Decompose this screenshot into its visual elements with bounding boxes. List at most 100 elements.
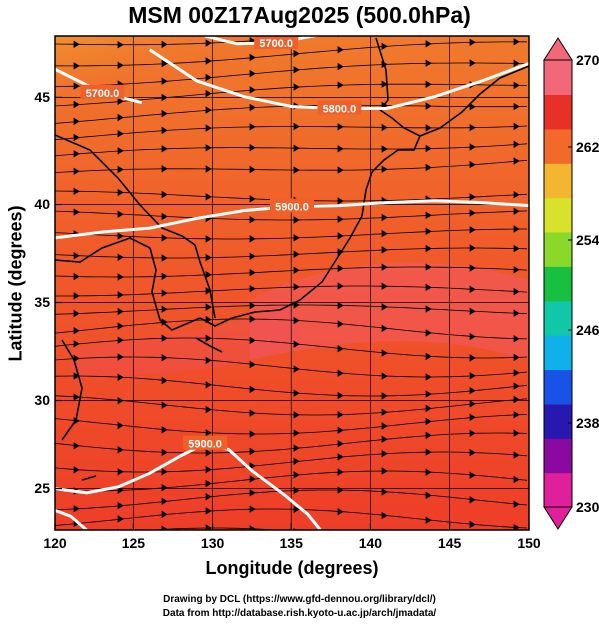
streamline-arrow [469, 285, 476, 294]
streamline-arrow [117, 188, 124, 197]
streamline-arrow [337, 468, 344, 476]
streamline-arrow [293, 166, 300, 174]
streamline-arrow [161, 289, 168, 297]
streamline-arrow [337, 45, 344, 54]
streamline-arrow [381, 229, 388, 238]
streamline-arrow [161, 376, 168, 385]
streamline-arrow [249, 143, 256, 152]
streamline-arrow [513, 309, 520, 318]
streamline-arrow [249, 385, 256, 394]
streamline-arrow [514, 19, 519, 25]
streamline-arrow [161, 254, 168, 262]
streamline-arrow [337, 145, 344, 153]
streamline-arrow [381, 349, 388, 357]
grid-lines [55, 36, 529, 530]
streamline-arrow [469, 400, 476, 408]
streamline-arrow [249, 86, 256, 94]
streamline-arrow [470, 20, 475, 26]
streamline-arrow [513, 81, 520, 90]
streamline-arrow [513, 190, 520, 199]
streamline-arrow [293, 250, 300, 258]
colorbar-band [544, 369, 572, 405]
streamline-arrow [337, 123, 344, 131]
streamline-arrow [249, 284, 256, 293]
streamline-arrow [425, 352, 432, 361]
streamline-arrow [249, 165, 256, 174]
contour-label-background [80, 84, 125, 99]
streamline-arrow [74, 534, 79, 540]
streamline-arrow [293, 429, 300, 437]
streamline-arrow [205, 39, 212, 47]
colorbar-band [544, 128, 572, 164]
streamline-arrow [73, 340, 80, 348]
streamline-arrow [249, 268, 256, 277]
colorbar-band [544, 231, 572, 267]
streamline-arrow [293, 486, 300, 495]
colorbar-label: 230 [576, 499, 599, 515]
streamline-arrow [425, 491, 432, 500]
streamline-arrow [73, 504, 80, 513]
streamline-arrow [293, 411, 300, 419]
colorbar-band [544, 300, 572, 336]
streamline-arrow [425, 390, 432, 398]
streamline-arrow [425, 329, 432, 337]
colorbar-label: 246 [576, 322, 599, 338]
streamline-arrow [205, 144, 212, 152]
streamline-arrow [117, 61, 124, 70]
streamline-arrow [117, 501, 124, 510]
streamline-arrow [293, 389, 300, 397]
streamline-arrow [161, 234, 168, 242]
streamline-arrow [249, 123, 256, 131]
streamline-arrow [337, 301, 344, 310]
streamline-arrow [381, 303, 388, 311]
streamline-arrow [425, 431, 432, 440]
streamline-arrow [425, 263, 432, 271]
streamline-arrow [205, 124, 212, 132]
streamline-arrow [73, 372, 80, 380]
streamline-arrow [513, 265, 520, 274]
streamline-arrow [381, 123, 388, 132]
streamline-arrow [513, 244, 520, 253]
streamline-arrow [469, 429, 476, 438]
streamline-arrow [425, 80, 432, 89]
streamline-arrow [249, 360, 256, 369]
streamline-arrow [161, 510, 168, 519]
streamline-arrow [381, 282, 388, 290]
streamline-arrow [161, 334, 168, 342]
streamline-arrow [513, 225, 520, 233]
streamline-arrow [249, 103, 256, 112]
streamline-arrow [425, 211, 432, 220]
streamline-arrow [469, 264, 476, 272]
streamline-arrow [205, 356, 212, 365]
streamline-arrow [205, 479, 212, 488]
streamline-arrow [117, 353, 124, 361]
streamline-arrow [205, 492, 212, 501]
streamline-arrow [337, 426, 344, 434]
streamline-arrow [469, 244, 476, 252]
streamline-arrow [425, 283, 432, 292]
streamline-arrow [469, 160, 476, 169]
y-tick-label: 45 [34, 89, 50, 105]
streamline-arrow [337, 344, 344, 353]
streamline-arrow [425, 468, 432, 476]
streamline-arrow [293, 83, 300, 91]
streamline-arrow [117, 253, 124, 262]
streamline-arrow [425, 305, 432, 313]
streamline-arrow [161, 77, 168, 85]
streamline-arrow [293, 266, 300, 275]
streamline-arrow [205, 253, 212, 262]
streamline-arrow [425, 163, 432, 172]
streamline-arrow [73, 208, 80, 216]
streamline-arrow [161, 40, 168, 49]
streamline-arrow [205, 57, 212, 65]
streamline-arrow [117, 40, 124, 49]
streamline-arrow [337, 320, 344, 328]
streamline-arrow [469, 448, 476, 457]
streamline-arrow [426, 23, 431, 29]
contour-label: 5700.0 [259, 38, 293, 50]
streamline-arrow [337, 264, 344, 273]
streamline-arrow [73, 133, 80, 142]
streamline-arrow [249, 195, 256, 203]
streamline-arrow [249, 215, 256, 224]
streamline-arrow [381, 467, 388, 475]
